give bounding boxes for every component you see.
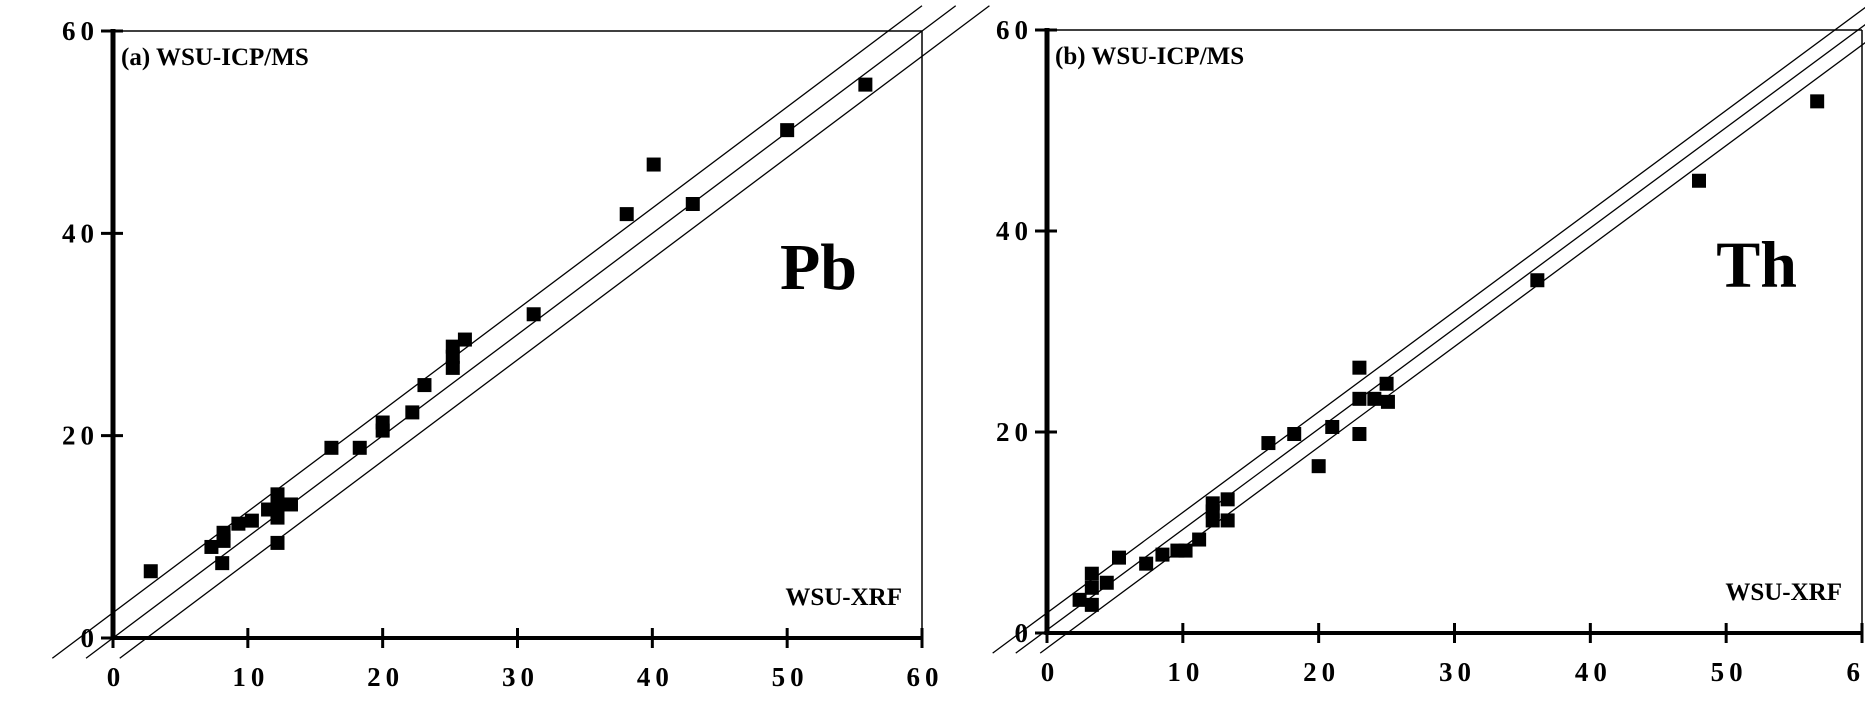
data-point (1205, 513, 1220, 528)
data-point (143, 564, 158, 579)
data-point (1287, 427, 1302, 442)
data-point (204, 539, 219, 554)
data-point (1311, 459, 1326, 474)
data-point (1084, 580, 1099, 595)
data-point (1367, 391, 1382, 406)
reference-line (992, 6, 1865, 654)
y-tick-label: 0 (1015, 618, 1034, 648)
element-label: Th (1716, 228, 1797, 301)
data-point (1352, 360, 1367, 375)
data-point (1139, 556, 1154, 571)
x-tick-label: 30 (502, 662, 539, 692)
data-point (1084, 597, 1099, 612)
data-point (1810, 94, 1825, 109)
data-point (445, 360, 460, 375)
data-point (231, 516, 246, 531)
reference-line (119, 5, 990, 659)
data-point (1178, 543, 1193, 558)
data-point (417, 378, 432, 393)
x-tick-label: 0 (107, 662, 126, 692)
data-point (457, 332, 472, 347)
data-point (685, 196, 700, 211)
data-point (1155, 547, 1170, 562)
data-point (1261, 436, 1276, 451)
data-point (216, 533, 231, 548)
chart-panel-b: 0 10 20 30 40 50 60 0 20 40 60 (b) WSU-ICP/MS WSU-XR… (992, 6, 1865, 687)
data-point (283, 497, 298, 512)
y-tick-label: 20 (996, 417, 1033, 447)
x-tick-label: 40 (1575, 657, 1612, 687)
chart-panel-a: 0 10 20 30 40 50 60 0 20 40 60 (a) WSU-ICP/MS WSU-XR… (51, 5, 990, 692)
y-tick-label: 60 (62, 16, 99, 46)
data-point (270, 498, 285, 513)
data-point (646, 157, 661, 172)
data-point (1220, 492, 1235, 507)
x-tick-label: 20 (367, 662, 404, 692)
x-axis-label: WSU-XRF (785, 584, 902, 611)
element-label: Pb (780, 231, 857, 304)
x-axis-label: WSU-XRF (1725, 579, 1842, 606)
y-tick-label: 20 (62, 421, 99, 451)
data-point (1379, 376, 1394, 391)
x-tick-label: 40 (637, 662, 674, 692)
data-point (780, 123, 795, 138)
data-point (1099, 575, 1114, 590)
reference-line (51, 5, 923, 659)
data-point (215, 556, 230, 571)
data-point (526, 307, 541, 322)
data-point (619, 207, 634, 222)
data-point (1192, 532, 1207, 547)
data-point (270, 510, 285, 525)
x-tick-label: 60 (1847, 657, 1865, 687)
panel-label: (a) WSU-ICP/MS (121, 44, 309, 71)
data-point (1692, 173, 1706, 188)
data-point (1352, 391, 1367, 406)
data-point (1072, 592, 1087, 607)
data-point (1325, 419, 1340, 434)
data-point (352, 440, 367, 455)
x-tick-label: 20 (1303, 657, 1340, 687)
data-point (1380, 394, 1395, 409)
y-tick-label: 0 (81, 623, 100, 653)
x-tick-label: 10 (1167, 657, 1204, 687)
data-point (244, 513, 259, 528)
panel-label: (b) WSU-ICP/MS (1055, 43, 1244, 70)
data-point (1530, 273, 1545, 288)
data-point (1111, 550, 1126, 565)
x-tick-label: 30 (1439, 657, 1476, 687)
x-tick-label: 10 (232, 662, 269, 692)
reference-line (1015, 23, 1865, 654)
y-tick-label: 60 (996, 15, 1033, 45)
y-tick-label: 40 (996, 216, 1033, 246)
x-tick-label: 50 (772, 662, 809, 692)
x-tick-label: 50 (1711, 657, 1748, 687)
data-point (270, 487, 285, 502)
data-point (1352, 427, 1367, 442)
x-tick-label: 0 (1041, 657, 1060, 687)
y-tick-label: 40 (62, 218, 99, 248)
data-point (324, 440, 339, 455)
reference-line (85, 5, 957, 659)
data-point (270, 535, 285, 550)
data-point (858, 77, 873, 92)
data-point (1084, 566, 1099, 581)
data-point (405, 405, 420, 420)
data-point (445, 349, 460, 364)
data-point (375, 423, 390, 438)
x-tick-label: 60 (907, 662, 944, 692)
data-point (1220, 513, 1235, 528)
